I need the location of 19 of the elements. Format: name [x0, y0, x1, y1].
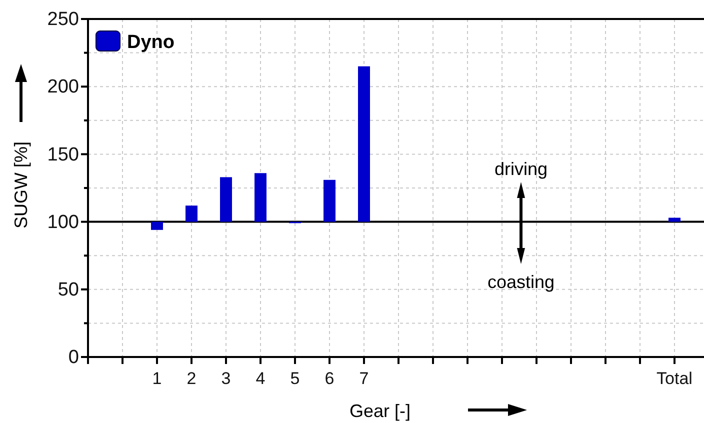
legend-label: Dyno [127, 32, 174, 53]
x-tick-label: 7 [359, 369, 369, 388]
annotation: coasting [487, 272, 555, 292]
annotation: driving [494, 159, 548, 179]
x-tick-label: Total [656, 369, 692, 388]
y-axis-title: SUGW [%] [11, 141, 31, 229]
x-tick-label: 5 [290, 369, 300, 388]
x-tick-label: 2 [186, 369, 196, 388]
y-tick-label: 150 [47, 144, 79, 166]
x-tick-label: 6 [324, 369, 334, 388]
y-tick-label: 100 [47, 212, 79, 233]
y-tick-label: 250 [47, 9, 79, 30]
x-axis-title: Gear [-] [349, 401, 411, 421]
y-tick-label: 200 [47, 76, 79, 98]
x-tick-label: 3 [221, 369, 231, 388]
x-tick-label: 4 [256, 369, 266, 388]
y-tick-label: 50 [58, 279, 79, 300]
y-tick-label: 0 [68, 347, 79, 368]
x-tick-label: 1 [152, 369, 162, 388]
